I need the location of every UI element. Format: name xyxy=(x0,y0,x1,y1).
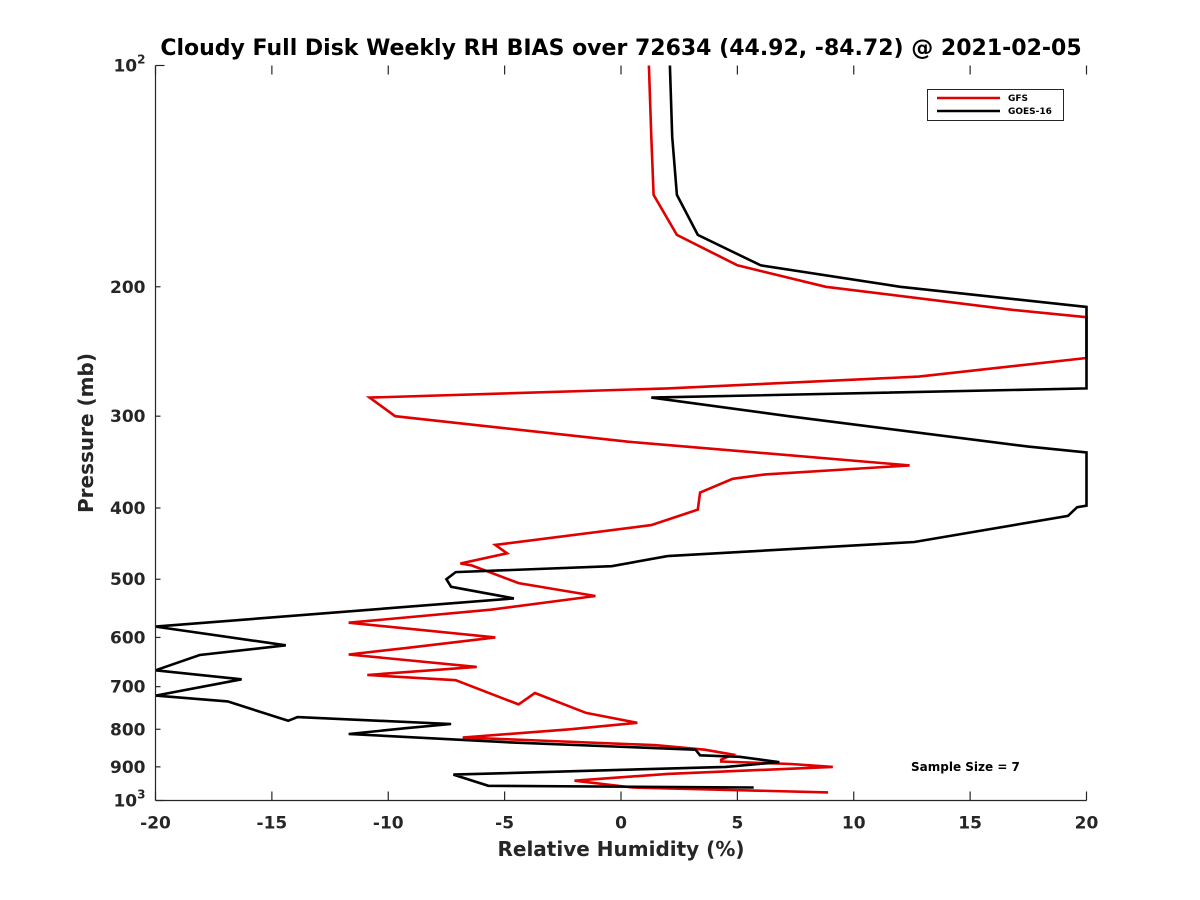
y-major-tick-label: 102 xyxy=(113,53,145,77)
y-tick-label: 600 xyxy=(110,628,146,648)
x-tick-label: -5 xyxy=(495,814,514,834)
series-layer xyxy=(155,65,1088,794)
x-tick-label: 10 xyxy=(842,814,866,834)
x-tick-label: -20 xyxy=(140,814,171,834)
legend-label-gfs: GFS xyxy=(1008,94,1028,104)
x-tick-label: 0 xyxy=(615,814,627,834)
x-tick-label: -15 xyxy=(257,814,288,834)
x-tick-label: 5 xyxy=(731,814,743,834)
y-tick-label: 400 xyxy=(110,499,146,519)
x-axis-ticks: -20 -15 -10 -5 0 5 10 15 20 xyxy=(140,65,1099,834)
y-tick-label: 700 xyxy=(110,678,146,698)
x-tick-label: 15 xyxy=(958,814,982,834)
chart-title: Cloudy Full Disk Weekly RH BIAS over 726… xyxy=(160,36,1081,61)
y-axis-label: Pressure (mb) xyxy=(74,353,98,513)
y-tick-label: 300 xyxy=(110,407,146,427)
legend-label-goes16: GOES-16 xyxy=(1008,107,1052,117)
legend[interactable]: GFS GOES-16 xyxy=(927,89,1064,121)
x-axis-label: Relative Humidity (%) xyxy=(497,837,744,861)
x-tick-label: -10 xyxy=(373,814,404,834)
x-tick-label: 20 xyxy=(1075,814,1099,834)
y-tick-label: 200 xyxy=(110,278,146,298)
legend-box xyxy=(927,89,1064,121)
series-line-goes16 xyxy=(155,65,1088,789)
y-tick-label: 900 xyxy=(110,758,146,778)
y-tick-label: 800 xyxy=(110,720,146,740)
y-tick-label: 500 xyxy=(110,570,146,590)
sample-size-annotation: Sample Size = 7 xyxy=(911,760,1020,774)
series-line-gfs xyxy=(348,65,1088,794)
